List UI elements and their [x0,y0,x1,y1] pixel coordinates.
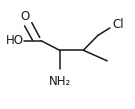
Text: NH₂: NH₂ [48,75,71,88]
Text: O: O [20,10,29,23]
Text: Cl: Cl [112,18,124,31]
Text: HO: HO [6,34,24,47]
